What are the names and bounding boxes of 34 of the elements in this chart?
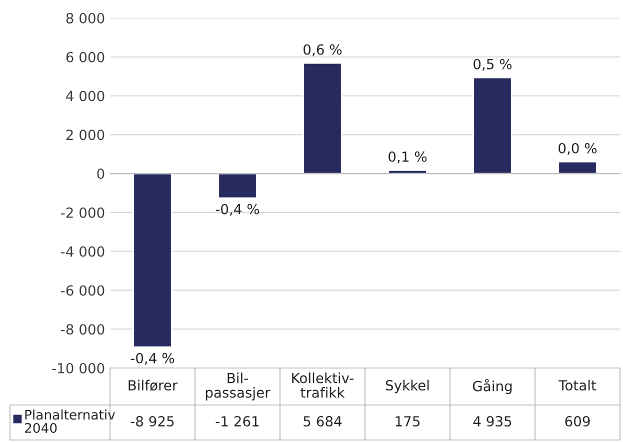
y-tick-label: -6 000: [61, 285, 104, 296]
y-tick-label: -2 000: [61, 207, 104, 218]
annotation: 0,0 %: [558, 142, 597, 155]
x-tick-label: Sykkel: [386, 380, 429, 394]
annotation: -0,4 %: [216, 204, 260, 216]
bar: [218, 172, 258, 199]
x-tick-label: Totalt: [558, 380, 596, 391]
annotation: 0,5 %: [474, 58, 512, 71]
x-tick-label: Kollektiv- trafikk: [292, 372, 354, 398]
y-tick-label: 8 000: [66, 12, 104, 24]
data-label: 4 935: [473, 416, 512, 427]
y-tick-label: -4 000: [61, 246, 104, 257]
y-tick-label: -10 000: [52, 362, 104, 374]
bar: [558, 161, 598, 174]
y-tick-label: 2 000: [66, 130, 104, 140]
x-tick-label: Bilfører: [128, 380, 178, 391]
bar: [302, 62, 342, 174]
annotation: 0,1 %: [388, 151, 427, 164]
data-label: 175: [396, 416, 420, 427]
legend-label: Planalternativ 2040: [24, 409, 116, 433]
bar: [132, 172, 172, 348]
data-label: 609: [565, 416, 590, 427]
y-tick-label: 4 000: [66, 90, 104, 102]
x-tick-label: Bil- passasjer: [206, 372, 270, 400]
data-label: -8 925: [130, 416, 174, 427]
x-tick-label: Gåing: [472, 378, 512, 394]
bar: [472, 76, 512, 174]
y-tick-label: -8 000: [61, 324, 104, 335]
y-tick-label: 0: [97, 168, 104, 180]
annotation: -0,4 %: [130, 352, 174, 365]
data-label: 5 684: [304, 416, 342, 427]
y-tick-label: 6 000: [66, 52, 104, 62]
data-label: -1 261: [216, 416, 259, 427]
annotation: 0,6 %: [304, 44, 342, 56]
